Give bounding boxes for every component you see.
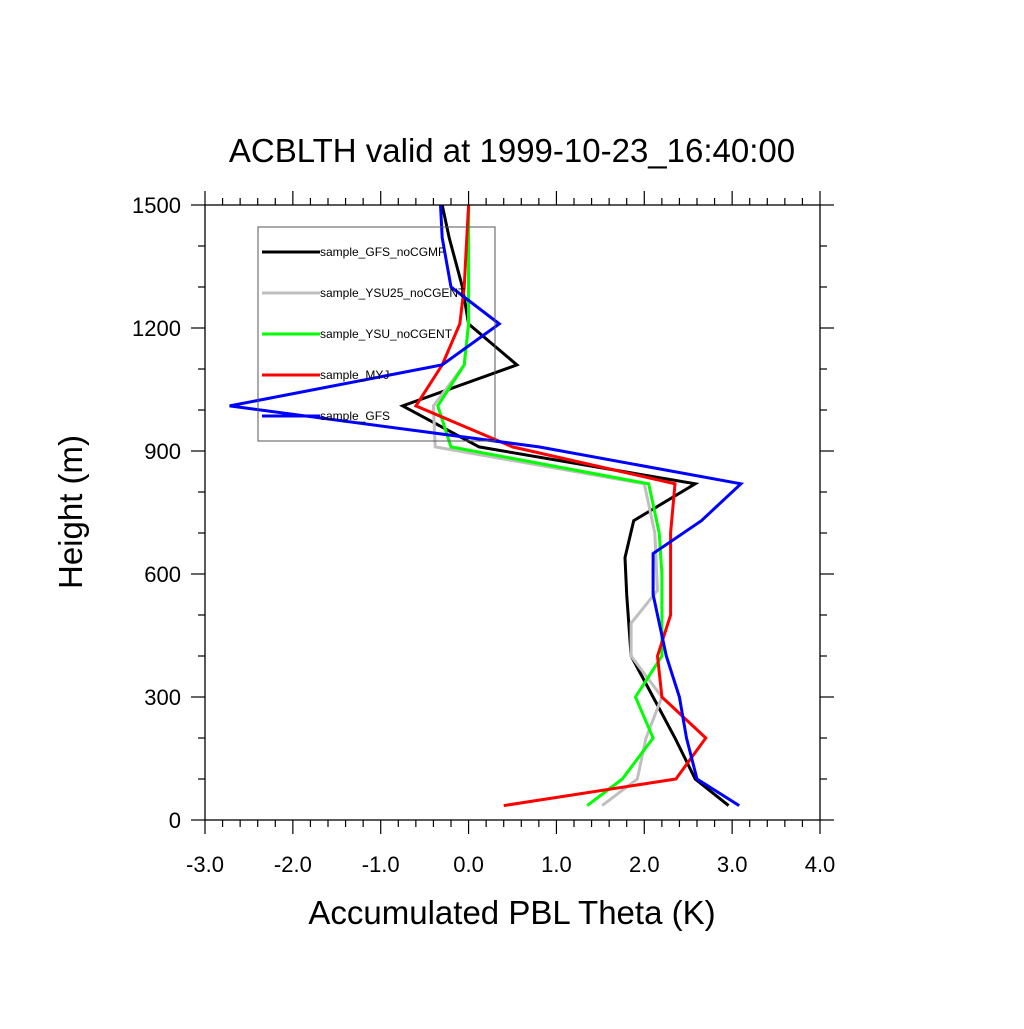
x-tick-label: -2.0 bbox=[274, 852, 312, 877]
plot-area: -3.0 -2.0 -1.0 0.0 1.0 2.0 3.0 4.0 0 300 600 900 120… bbox=[132, 191, 835, 877]
legend-label-2: sample_YSU25_noCGENT bbox=[320, 286, 466, 300]
series-line-1 bbox=[399, 204, 730, 807]
x-tick-label: 2.0 bbox=[629, 852, 660, 877]
legend-label-4: sample_MYJ bbox=[320, 368, 389, 382]
y-tick-label: 600 bbox=[144, 562, 181, 587]
legend-label-3: sample_YSU_noCGENT bbox=[320, 327, 453, 341]
y-tick-label: 1200 bbox=[132, 316, 181, 341]
legend-label-1: sample_GFS_noCGMF bbox=[320, 245, 445, 259]
y-tick-label: 900 bbox=[144, 439, 181, 464]
series-line-3 bbox=[436, 205, 664, 807]
x-axis-label: Accumulated PBL Theta (K) bbox=[308, 894, 715, 931]
legend-label-5: sample_GFS bbox=[320, 409, 390, 423]
chart-title: ACBLTH valid at 1999-10-23_16:40:00 bbox=[229, 132, 795, 169]
x-tick-label: 0.0 bbox=[453, 852, 484, 877]
legend-box bbox=[257, 226, 496, 442]
x-tick-label: -3.0 bbox=[186, 852, 224, 877]
y-tick-label: 0 bbox=[169, 808, 181, 833]
x-tick-label: -1.0 bbox=[362, 852, 400, 877]
plot-frame bbox=[204, 204, 821, 821]
y-tick-label: 1500 bbox=[132, 193, 181, 218]
x-tick-label: 1.0 bbox=[541, 852, 572, 877]
y-tick-label: 300 bbox=[144, 685, 181, 710]
series-line-5 bbox=[229, 204, 745, 807]
x-tick-label: 4.0 bbox=[805, 852, 836, 877]
x-tick-label: 3.0 bbox=[717, 852, 748, 877]
y-axis-label: Height (m) bbox=[52, 435, 89, 589]
